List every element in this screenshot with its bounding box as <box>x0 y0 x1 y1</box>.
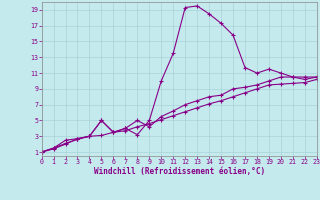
X-axis label: Windchill (Refroidissement éolien,°C): Windchill (Refroidissement éolien,°C) <box>94 167 265 176</box>
